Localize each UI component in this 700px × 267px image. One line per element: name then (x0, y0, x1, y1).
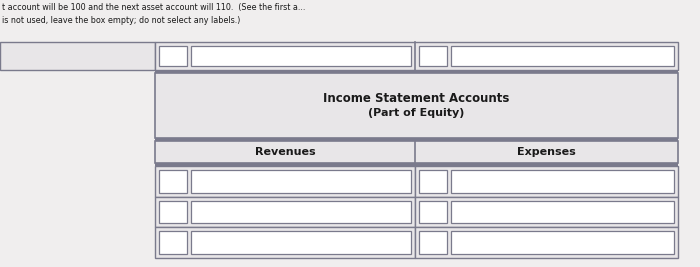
Text: Expenses: Expenses (517, 147, 576, 157)
Text: Income Statement Accounts: Income Statement Accounts (323, 92, 510, 105)
Bar (159, 201, 187, 223)
Bar (419, 201, 447, 223)
Bar (159, 46, 187, 66)
Bar (191, 46, 411, 66)
Bar (415, 197, 678, 227)
Bar (0, 42, 155, 70)
Bar (419, 46, 447, 66)
Bar (155, 42, 678, 70)
Bar (451, 231, 674, 254)
Bar (451, 170, 674, 193)
Bar (415, 227, 678, 258)
Bar (155, 166, 415, 197)
Bar (419, 170, 447, 193)
Text: t account will be 100 and the next asset account will 110.  (See the first a...: t account will be 100 and the next asset… (2, 3, 305, 12)
Bar (155, 73, 678, 138)
Bar (155, 141, 678, 163)
Text: Revenues: Revenues (255, 147, 315, 157)
Bar (415, 166, 678, 197)
Text: is not used, leave the box empty; do not select any labels.): is not used, leave the box empty; do not… (2, 16, 240, 25)
Bar (451, 46, 674, 66)
Text: (Part of Equity): (Part of Equity) (368, 108, 465, 119)
Bar (155, 70, 678, 73)
Bar (155, 227, 415, 258)
Bar (191, 231, 411, 254)
Bar (155, 197, 415, 227)
Bar (191, 170, 411, 193)
Bar (159, 170, 187, 193)
Bar (159, 231, 187, 254)
Bar (155, 163, 678, 166)
Bar (451, 201, 674, 223)
Bar (419, 231, 447, 254)
Bar (191, 201, 411, 223)
Bar (155, 138, 678, 141)
